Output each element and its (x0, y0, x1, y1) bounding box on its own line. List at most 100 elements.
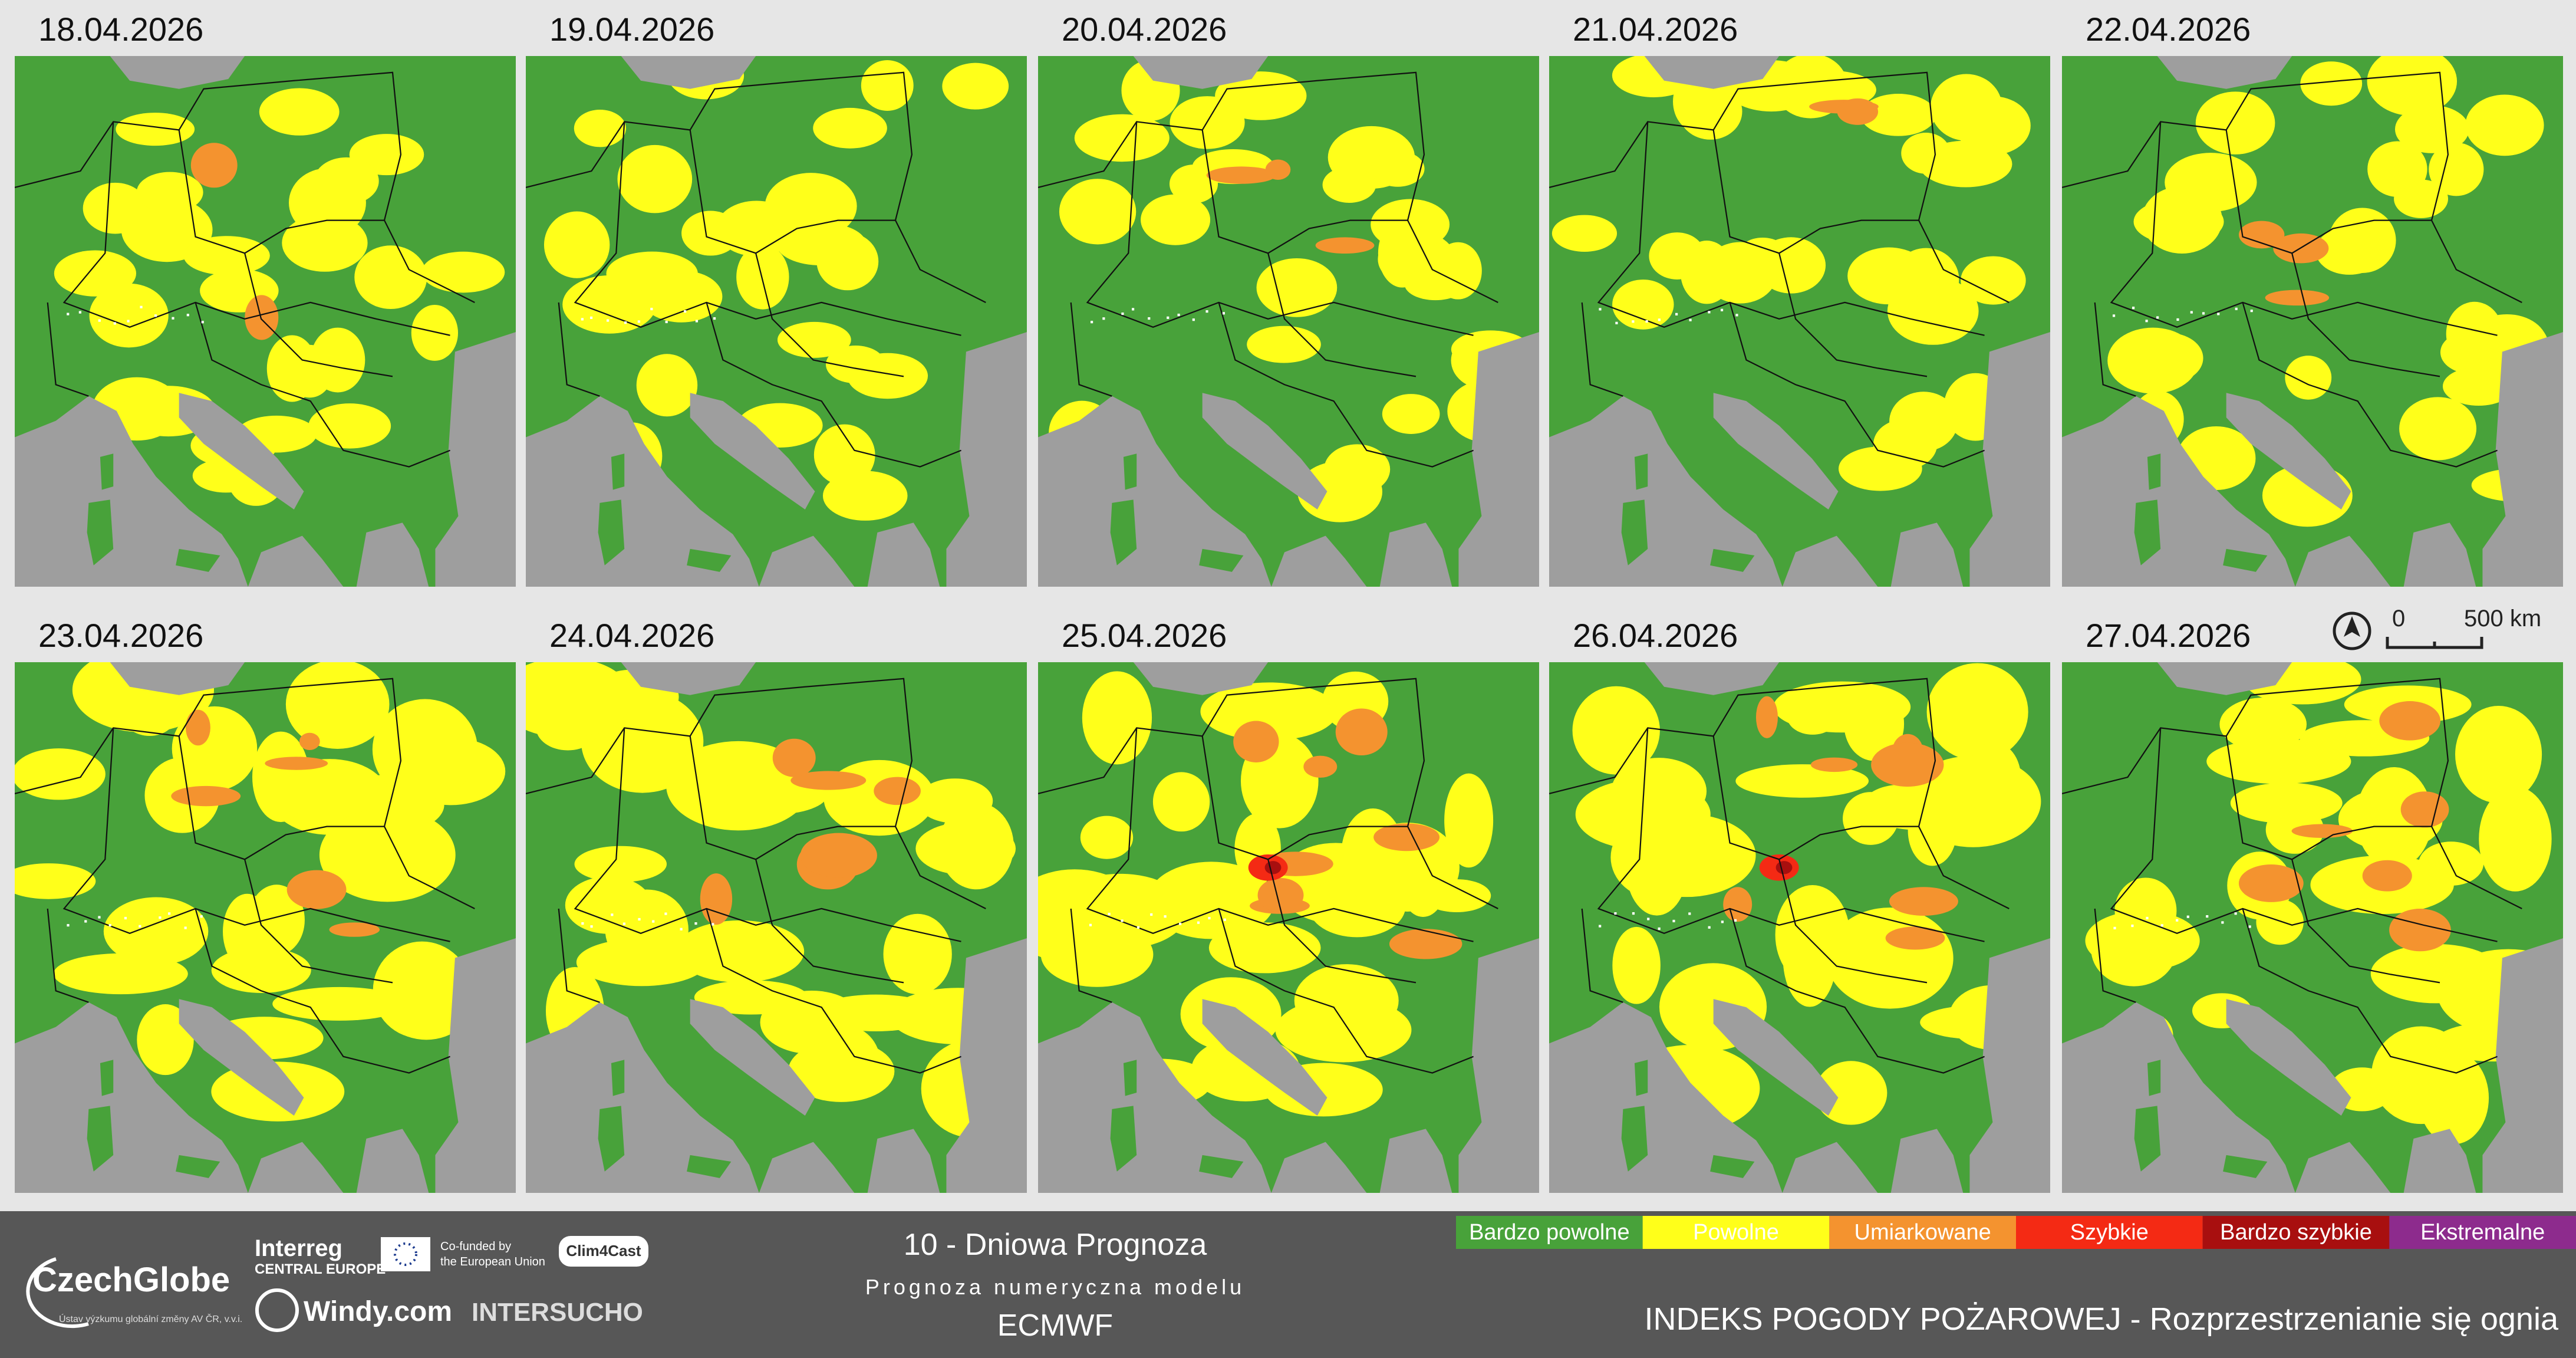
fire-zone (1775, 861, 1793, 874)
snow-cover (1708, 311, 1711, 314)
interreg-logo: Interreg CENTRAL EUROPE Co-funded by the… (255, 1235, 648, 1277)
fire-zone (1611, 758, 1707, 825)
fire-zone (942, 63, 1009, 110)
fire-zone (800, 833, 877, 878)
fire-zone (1955, 96, 2031, 155)
fire-zone (1755, 696, 1778, 738)
sea (946, 332, 1027, 587)
scale-start: 0 (2392, 606, 2405, 632)
snow-cover (680, 928, 683, 930)
island (87, 499, 114, 565)
fire-zone (1052, 873, 1188, 949)
fire-zone (1810, 757, 1858, 772)
snow-cover (1689, 318, 1692, 321)
snow-cover (67, 924, 70, 927)
sea (435, 332, 516, 587)
fire-zone (2429, 142, 2484, 196)
forecast-title: 10 - Dniowa Prognoza (904, 1228, 1207, 1262)
fire-zone (1335, 708, 1388, 756)
panel-date: 27.04.2026 (2086, 617, 2251, 654)
border (706, 908, 961, 1074)
sea (1379, 1129, 1452, 1193)
fire-zone (54, 250, 137, 297)
snow-cover (2221, 921, 2224, 924)
snow-cover (611, 913, 614, 916)
map-panel (526, 662, 1027, 1193)
fire-zone (1208, 922, 1321, 974)
sea (1969, 332, 2050, 587)
legend-label: Szybkie (2070, 1220, 2149, 1245)
border (1581, 908, 1623, 1003)
border (1218, 302, 1474, 468)
fire-zone (411, 304, 459, 361)
snow-cover (1091, 321, 1093, 324)
snow-cover (581, 922, 584, 925)
fire-zone (1889, 887, 1958, 916)
fire-zone (1275, 998, 1412, 1063)
fire-zone (15, 748, 106, 800)
snow-cover (590, 925, 593, 928)
border (2242, 302, 2498, 468)
fire-zone (2285, 356, 2332, 400)
snow-cover (2190, 311, 2193, 314)
island (2134, 499, 2161, 565)
sea (15, 1002, 248, 1193)
border (178, 130, 385, 254)
border (178, 736, 385, 860)
fire-zone (1264, 861, 1282, 874)
fire-zone (421, 251, 505, 293)
snow-cover (1121, 312, 1124, 315)
fire-zone (1080, 816, 1134, 859)
fire-zone (373, 941, 471, 1039)
snow-cover (2176, 919, 2179, 922)
border (755, 253, 904, 377)
map-panel (1038, 662, 1539, 1193)
sea (110, 662, 245, 695)
fire-zone (1773, 681, 1911, 733)
fire-zone (2399, 397, 2477, 461)
eu-text: the European Union (440, 1255, 545, 1268)
fire-zone (354, 245, 427, 310)
fire-zone (1444, 773, 1494, 868)
legend-swatch (1642, 1216, 1830, 1249)
snow-cover (2206, 915, 2209, 918)
snow-cover (1735, 314, 1738, 317)
island (2223, 1155, 2268, 1178)
fire-zone (89, 283, 169, 348)
sea (1133, 662, 1269, 695)
snow-cover (1131, 308, 1135, 311)
fire-zone (825, 346, 885, 384)
snow-cover (711, 923, 714, 926)
border (2094, 302, 2136, 397)
legend-label: Bardzo szybkie (2220, 1220, 2372, 1245)
logo-text: CzechGlobe (32, 1261, 230, 1299)
island (2147, 453, 2161, 490)
fire-zone (2230, 782, 2343, 824)
snow-cover (159, 916, 162, 919)
panel-date: 23.04.2026 (38, 617, 203, 654)
sea (179, 393, 304, 510)
fire-zone (15, 863, 96, 899)
fire-zone (1889, 392, 1958, 452)
snow-cover (2186, 915, 2189, 918)
snow-cover (1632, 912, 1635, 915)
fire-zone (2291, 824, 2353, 838)
fire-zone (772, 738, 816, 777)
fire-zone (183, 236, 270, 275)
fire-zone (574, 846, 667, 883)
fire-zone (171, 785, 241, 807)
border (2291, 253, 2440, 377)
border (1038, 71, 1498, 303)
clim4cast-text: Clim4Cast (566, 1242, 641, 1260)
fire-zone (617, 144, 693, 213)
sea (1890, 522, 1964, 587)
legend-label: Bardzo powolne (1469, 1220, 1630, 1245)
fire-zone (2394, 105, 2469, 153)
fire-zone (813, 107, 887, 149)
border (1778, 859, 1928, 984)
snow-cover (1645, 320, 1648, 323)
sea (1202, 393, 1327, 510)
fire-zone (788, 1040, 895, 1102)
